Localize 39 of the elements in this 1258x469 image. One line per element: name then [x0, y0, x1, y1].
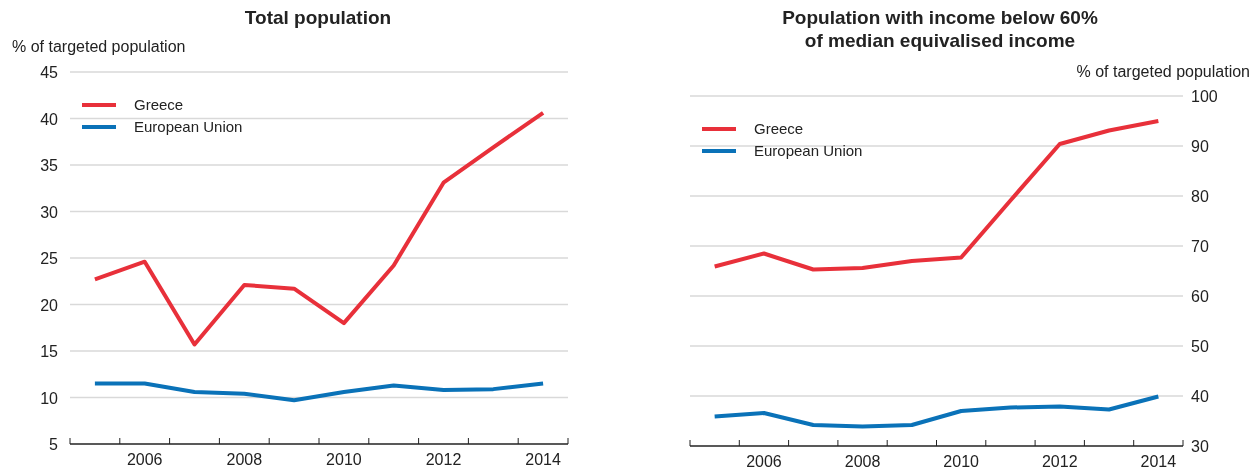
- y-tick-label: 100: [1191, 88, 1218, 105]
- legend-label: European Union: [134, 118, 243, 135]
- y-tick-label: 50: [1191, 338, 1209, 355]
- x-tick-label: 2012: [1041, 453, 1078, 469]
- y-axis-title: % of targeted population: [12, 38, 186, 55]
- chart-title: Population with income below 60% of median equivalised income: [782, 7, 1098, 51]
- chart-title: Total population: [244, 7, 392, 28]
- legend-label: European Union: [754, 142, 863, 159]
- y-tick-label: 80: [1191, 188, 1209, 205]
- x-tick-label: 2008: [226, 451, 263, 468]
- x-tick-label: 2014: [1140, 453, 1177, 469]
- y-tick-label: 45: [40, 64, 59, 81]
- line-series: [92, 381, 546, 403]
- y-tick-label: 30: [1191, 438, 1209, 455]
- x-tick-label: 2006: [126, 451, 163, 468]
- y-axis-title: % of targeted population: [1076, 63, 1250, 80]
- x-tick-label: 2006: [746, 453, 782, 469]
- line-series: [712, 119, 1161, 272]
- y-tick-label: 60: [1191, 288, 1209, 305]
- legend-label: Greece: [754, 120, 804, 137]
- y-tick-label: 40: [1191, 388, 1209, 405]
- y-tick-label: 30: [40, 203, 59, 221]
- y-tick-label: 10: [40, 389, 59, 407]
- line-series: [92, 110, 546, 347]
- y-tick-label: 35: [40, 157, 59, 174]
- y-tick-label: 15: [40, 343, 59, 360]
- x-tick-label: 2010: [326, 451, 362, 468]
- x-tick-label: 2014: [525, 451, 561, 468]
- y-tick-label: 25: [40, 250, 59, 267]
- y-tick-label: 40: [40, 110, 59, 128]
- y-tick-label: 70: [1191, 238, 1209, 255]
- x-tick-label: 2008: [844, 453, 881, 469]
- x-tick-label: 2010: [943, 453, 980, 469]
- legend-label: Greece: [134, 96, 184, 113]
- line-series: [712, 394, 1161, 429]
- y-tick-label: 5: [49, 436, 59, 453]
- x-tick-label: 2012: [425, 451, 462, 468]
- y-tick-label: 90: [1191, 138, 1209, 155]
- y-tick-label: 20: [40, 296, 59, 314]
